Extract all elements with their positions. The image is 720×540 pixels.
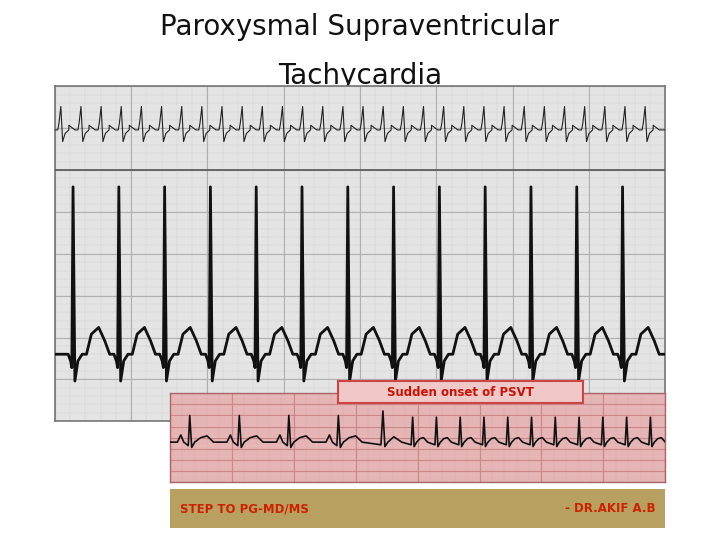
- Text: - DR.AKIF A.B: - DR.AKIF A.B: [565, 502, 655, 515]
- Text: Tachycardia: Tachycardia: [278, 62, 442, 90]
- Text: Paroxysmal Supraventricular: Paroxysmal Supraventricular: [161, 13, 559, 41]
- Text: Sudden onset of PSVT: Sudden onset of PSVT: [387, 386, 534, 399]
- Text: STEP TO PG-MD/MS: STEP TO PG-MD/MS: [180, 502, 309, 515]
